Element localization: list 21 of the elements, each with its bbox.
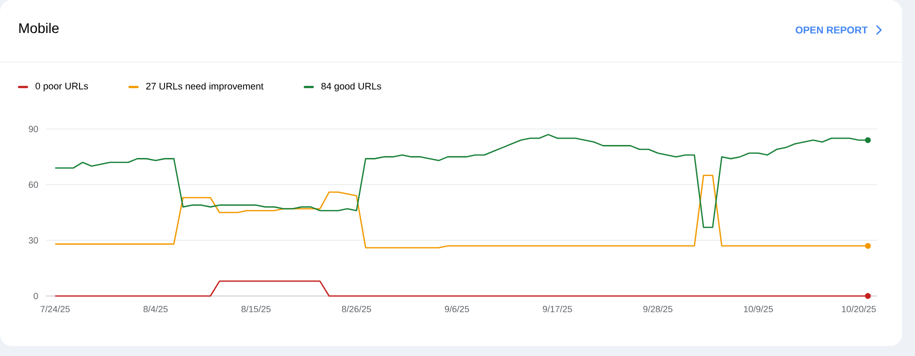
point [864, 293, 871, 299]
y-tick-label: 0 [34, 292, 38, 300]
x-tick-label: 10/20/25 [842, 306, 876, 312]
x-tick-label: 8/26/25 [342, 306, 372, 312]
y-tick-label: 60 [28, 181, 38, 188]
y-tick-label: 90 [28, 126, 38, 132]
legend-label: 84 good URLs [321, 82, 382, 92]
x-tick-label: 9/6/25 [444, 306, 470, 312]
legend-label: 27 URLs need improvement [146, 82, 264, 92]
x-tick-label: 9/17/25 [542, 306, 572, 312]
y-tick-label: 30 [28, 237, 38, 244]
x-tick-label: 8/4/25 [144, 306, 168, 312]
legend-label: 0 poor URLs [36, 82, 88, 92]
chart-title: Mobile [19, 22, 59, 34]
text: OPEN REPORT [796, 26, 868, 34]
x-tick-label: 9/28/25 [643, 306, 672, 312]
point [864, 137, 871, 144]
point [864, 242, 871, 249]
x-tick-label: 10/9/25 [744, 306, 773, 312]
x-tick-label: 8/15/25 [241, 306, 271, 312]
x-tick-label: 7/24/25 [40, 306, 70, 312]
